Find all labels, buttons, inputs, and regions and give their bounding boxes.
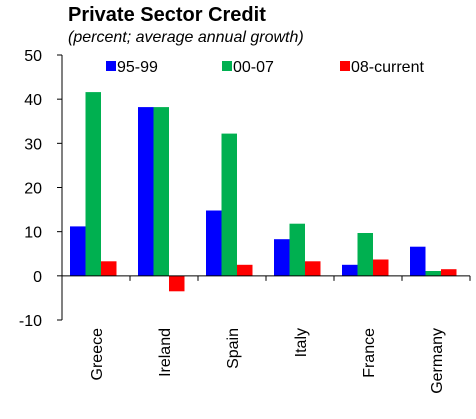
bar-greece-08-current (101, 261, 117, 276)
bar-germany-00-07 (425, 271, 441, 276)
bar-germany-08-current (441, 269, 457, 276)
bar-spain-08-current (237, 264, 253, 276)
legend-swatch-95-99 (106, 61, 116, 71)
bar-ireland-00-07 (153, 107, 169, 276)
x-tick-label: Spain (225, 328, 242, 369)
bar-germany-95-99 (410, 246, 426, 276)
bar-italy-95-99 (274, 239, 290, 276)
bar-spain-95-99 (206, 210, 222, 276)
bar-spain-00-07 (221, 133, 237, 276)
bar-france-95-99 (342, 264, 358, 276)
y-tick-label: 10 (24, 225, 42, 242)
x-tick-label: Italy (293, 328, 310, 357)
legend-swatch-00-07 (222, 61, 232, 71)
legend-label: 95-99 (117, 59, 158, 76)
legend-label: 08-current (351, 59, 424, 76)
bar-france-08-current (373, 259, 389, 276)
y-tick-label: 20 (24, 181, 42, 198)
legend-swatch-08-current (340, 61, 350, 71)
y-tick-label: 50 (24, 48, 42, 65)
x-tick-label: Greece (89, 328, 106, 381)
x-tick-label: France (361, 328, 378, 378)
bar-ireland-95-99 (138, 107, 154, 276)
bar-italy-00-07 (289, 223, 305, 276)
y-tick-label: 40 (24, 92, 42, 109)
y-tick-label: 0 (33, 269, 42, 286)
bar-italy-08-current (305, 261, 321, 276)
chart-subtitle: (percent; average annual growth) (68, 29, 304, 46)
chart-title: Private Sector Credit (68, 4, 266, 26)
bar-france-00-07 (357, 233, 373, 276)
x-tick-label: Ireland (157, 328, 174, 377)
x-tick-label: Germany (429, 328, 446, 394)
bar-greece-00-07 (85, 92, 101, 276)
legend-label: 00-07 (233, 59, 274, 76)
bar-ireland-08-current (169, 275, 185, 292)
bar-greece-95-99 (70, 226, 86, 276)
y-tick-label: -10 (19, 313, 42, 330)
y-tick-label: 30 (24, 136, 42, 153)
